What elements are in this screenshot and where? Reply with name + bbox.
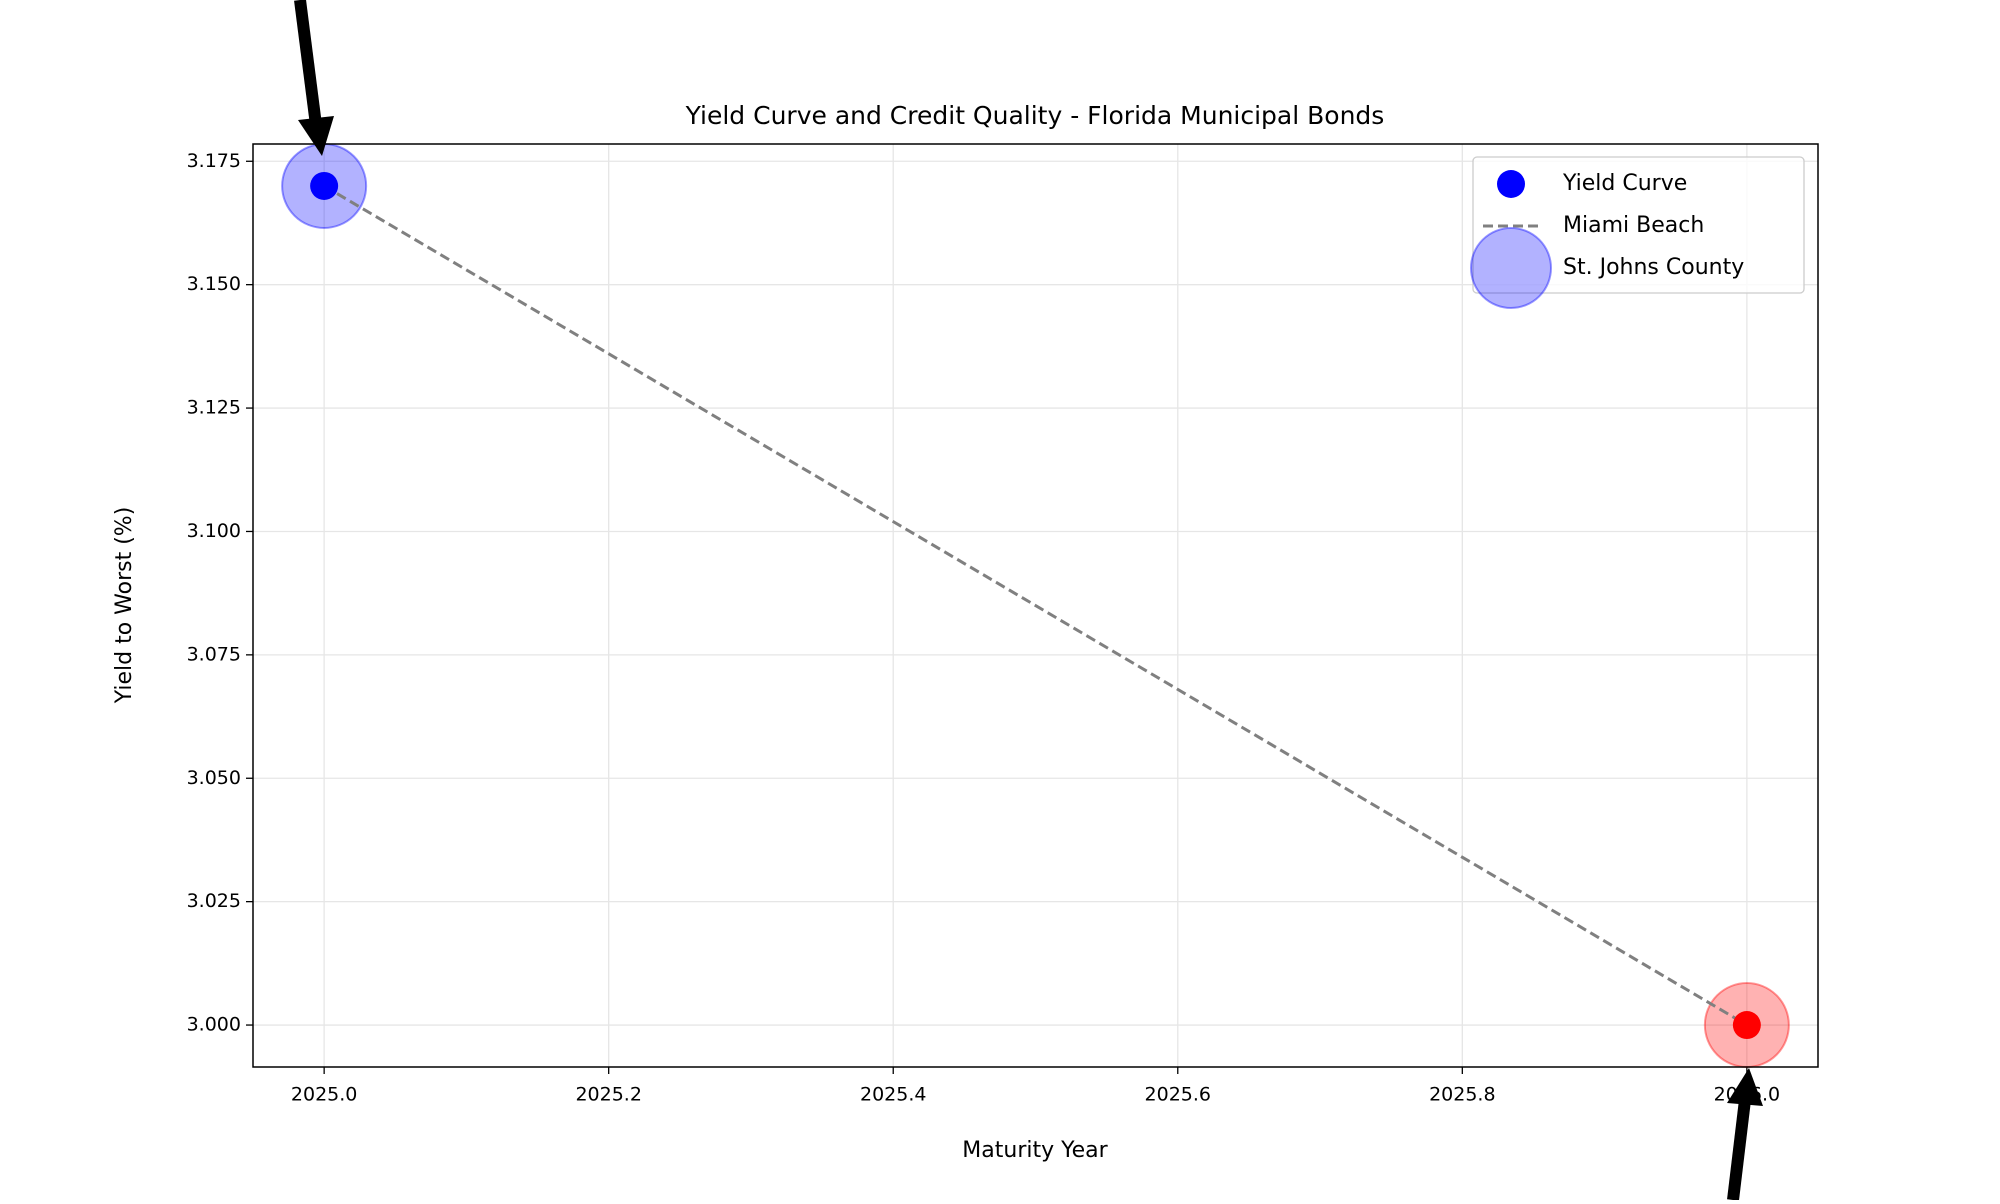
y-tick-label: 3.050 xyxy=(187,767,241,789)
arrow-head xyxy=(1727,1068,1763,1106)
x-tick-label: 2025.4 xyxy=(860,1084,926,1106)
x-tick-label: 2025.8 xyxy=(1429,1084,1495,1106)
y-tick-label: 3.175 xyxy=(187,150,241,172)
legend-label: Yield Curve xyxy=(1562,171,1687,196)
y-tick-label: 3.100 xyxy=(187,520,241,542)
arrow-shaft xyxy=(1727,1099,1751,1201)
axes-frame xyxy=(252,143,1819,1068)
line xyxy=(323,184,1748,1027)
arrow-head xyxy=(298,116,334,156)
annotation-arrow xyxy=(1727,1068,1763,1201)
y-axis-label: Yield to Worst (%) xyxy=(112,507,137,705)
y-tick-label: 3.125 xyxy=(187,397,241,419)
x-tick-label: 2025.6 xyxy=(1145,1084,1211,1106)
annotation-arrow xyxy=(294,0,334,156)
legend: Yield Curve Miami Beach St. Johns County xyxy=(1470,156,1805,309)
y-tick-label: 3.150 xyxy=(187,273,241,295)
y-tick-label: 3.075 xyxy=(187,643,241,665)
legend-box xyxy=(1472,156,1805,294)
legend-label: Miami Beach xyxy=(1563,213,1704,238)
y-tick-label: 3.025 xyxy=(187,890,241,912)
x-axis-label: Maturity Year xyxy=(962,1138,1108,1163)
y-tick-label: 3.000 xyxy=(187,1014,241,1036)
legend-marker xyxy=(1497,170,1525,198)
x-tick-label: 2025.0 xyxy=(291,1084,357,1106)
point xyxy=(310,171,339,200)
point xyxy=(1732,1011,1761,1040)
legend-marker xyxy=(1470,227,1552,309)
arrow-shaft xyxy=(294,0,322,126)
x-tick-label: 2025.2 xyxy=(575,1084,641,1106)
legend-label: St. Johns County xyxy=(1563,255,1744,280)
chart-title: Yield Curve and Credit Quality - Florida… xyxy=(685,101,1385,130)
